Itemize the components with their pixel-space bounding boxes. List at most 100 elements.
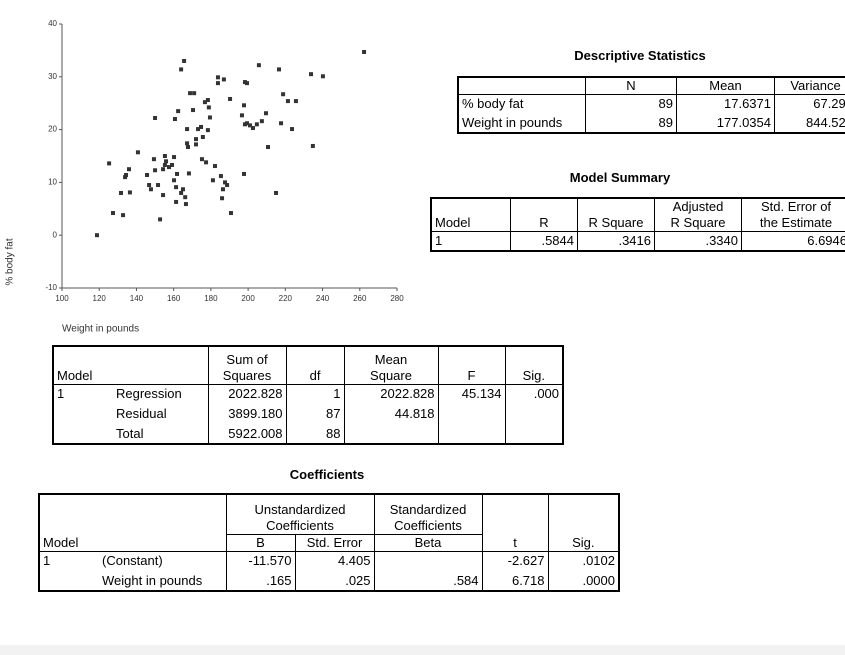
x-axis-title: Weight in pounds bbox=[62, 324, 139, 335]
header-cell bbox=[457, 77, 586, 95]
x-tick-label: 220 bbox=[279, 294, 293, 303]
y-tick-label: 0 bbox=[53, 230, 58, 239]
header-cell: Adjusted R Square bbox=[654, 198, 742, 232]
cell: -11.570 bbox=[225, 551, 296, 571]
y-tick-label: -10 bbox=[45, 283, 57, 292]
cell: Weight in pounds bbox=[102, 572, 203, 588]
point bbox=[256, 63, 261, 68]
scatter-chart: % body fat Weight in pounds -10 0 10 20 30 40… bbox=[5, 19, 405, 335]
header-line: Coefficients bbox=[266, 517, 334, 533]
header-cell: Mean bbox=[676, 77, 775, 95]
point bbox=[172, 155, 177, 160]
footer-bar bbox=[0, 645, 845, 655]
point bbox=[218, 174, 223, 179]
point bbox=[110, 211, 115, 216]
header-cell: Std. Error bbox=[294, 534, 375, 552]
point bbox=[290, 127, 295, 132]
cell: .584 bbox=[373, 571, 483, 591]
point bbox=[123, 175, 128, 180]
point bbox=[242, 122, 247, 127]
cell bbox=[343, 424, 439, 444]
cell: 6.718 bbox=[481, 571, 549, 591]
cell: .0000 bbox=[547, 571, 620, 591]
point bbox=[250, 126, 255, 131]
header-line: Mean bbox=[374, 351, 408, 367]
cell: 177.0354 bbox=[676, 113, 775, 133]
point bbox=[274, 190, 279, 195]
y-tick-label: 30 bbox=[48, 72, 57, 81]
cell: .025 bbox=[294, 571, 375, 591]
point bbox=[225, 183, 230, 188]
point bbox=[206, 105, 211, 110]
point bbox=[179, 67, 184, 72]
point bbox=[310, 143, 315, 148]
cell: 4.405 bbox=[294, 551, 375, 571]
header-row: N Mean Variance bbox=[457, 77, 845, 95]
point bbox=[107, 161, 112, 166]
x-tick-label: 280 bbox=[390, 294, 404, 303]
point bbox=[263, 111, 268, 116]
point bbox=[147, 183, 152, 188]
cell bbox=[52, 424, 113, 444]
point bbox=[174, 185, 179, 190]
point bbox=[194, 142, 198, 147]
cell: Weight in pounds bbox=[457, 113, 586, 133]
cell: 5922.008 bbox=[207, 424, 287, 444]
header-line: Sum of bbox=[226, 351, 268, 367]
header-cell: R bbox=[510, 198, 578, 232]
header-line: Standardized bbox=[389, 501, 467, 517]
x-tick-label: 160 bbox=[167, 294, 181, 303]
header-cell: F bbox=[437, 346, 506, 385]
point bbox=[183, 195, 188, 200]
header-line: Coefficients bbox=[394, 517, 462, 533]
cell: 89 bbox=[585, 94, 677, 114]
cell: 45.134 bbox=[437, 384, 506, 404]
cell bbox=[437, 424, 506, 444]
header-row: Model R R Square Adjusted R Square Std. Error… bbox=[430, 198, 845, 232]
point bbox=[309, 72, 314, 77]
cell bbox=[437, 404, 506, 424]
table-row: 1.5844.3416.3340 6.6946 bbox=[430, 231, 845, 251]
point bbox=[221, 77, 226, 82]
point bbox=[202, 100, 207, 105]
point bbox=[207, 115, 212, 120]
y-axis-title: % body fat bbox=[5, 238, 16, 285]
header-cell: t bbox=[481, 494, 549, 552]
cell: .0102 bbox=[547, 551, 620, 571]
cell: 3899.180 bbox=[207, 404, 287, 424]
point bbox=[162, 154, 167, 158]
point bbox=[183, 202, 188, 207]
point bbox=[182, 58, 187, 63]
point bbox=[169, 162, 174, 167]
point bbox=[162, 162, 167, 167]
point bbox=[194, 137, 198, 142]
point bbox=[200, 134, 205, 139]
point bbox=[158, 217, 163, 222]
cell bbox=[504, 424, 564, 444]
cell bbox=[52, 404, 113, 424]
header-line: Std. Error of bbox=[760, 199, 832, 214]
cell: 1 bbox=[430, 231, 511, 251]
point bbox=[199, 124, 204, 129]
table-row: 1 Regression 2022.828 1 2022.828 45.134.000 bbox=[52, 384, 564, 404]
header-cell: Sig. bbox=[547, 494, 620, 552]
header-cell: Sig. bbox=[504, 346, 564, 385]
header-row: B Std. Error Beta bbox=[39, 534, 619, 552]
x-tick-label: 140 bbox=[130, 294, 144, 303]
header-cell: Model bbox=[38, 494, 227, 552]
y-tick-label: 40 bbox=[48, 19, 57, 28]
table-title: Descriptive Statistics bbox=[574, 48, 706, 63]
point bbox=[199, 157, 204, 162]
point bbox=[161, 193, 166, 198]
point bbox=[153, 168, 158, 173]
point bbox=[205, 128, 210, 133]
point bbox=[185, 145, 190, 150]
header-cell: df bbox=[285, 346, 345, 385]
point bbox=[185, 141, 190, 146]
point bbox=[242, 80, 247, 85]
point bbox=[244, 81, 249, 86]
point bbox=[124, 173, 129, 178]
point bbox=[127, 167, 131, 172]
point bbox=[215, 75, 220, 80]
